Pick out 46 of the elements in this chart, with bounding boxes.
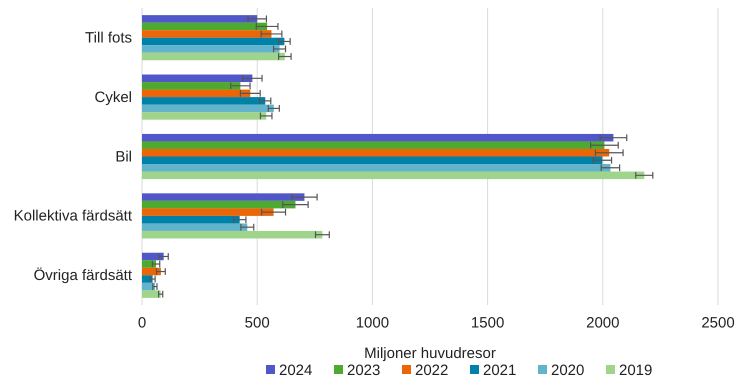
y-tick-label: Kollektiva färdsätt: [14, 208, 133, 225]
bar: [142, 230, 322, 238]
bar: [142, 82, 240, 90]
x-tick-label: 1500: [470, 314, 504, 332]
y-tick-label: Övriga färdsätt: [34, 267, 133, 284]
bar: [142, 193, 304, 201]
x-axis-title: Miljoner huvudresor: [364, 345, 496, 362]
legend-label: 2023: [347, 362, 380, 379]
bar: [142, 216, 240, 224]
bar: [142, 223, 248, 231]
bar: [142, 112, 266, 120]
bar: [142, 148, 610, 156]
bar: [142, 30, 272, 38]
x-tick-label: 500: [244, 314, 270, 332]
bar: [142, 38, 284, 46]
legend-label: 2021: [483, 362, 516, 379]
legend-label: 2020: [551, 362, 584, 379]
bar: [142, 52, 285, 60]
bar: [142, 45, 280, 53]
bar: [142, 104, 274, 112]
bar: [142, 164, 610, 172]
bar: [142, 260, 156, 268]
bar: [142, 268, 161, 276]
bar: [142, 97, 266, 105]
bar: [142, 172, 644, 180]
legend-label: 2022: [415, 362, 448, 379]
x-tick-label: 2500: [701, 314, 735, 332]
x-tick-label: 2000: [586, 314, 620, 332]
bar: [142, 90, 250, 98]
x-tick-label: 0: [138, 314, 146, 332]
legend-label: 2019: [619, 362, 652, 379]
bar: [142, 134, 614, 142]
legend-label: 2024: [279, 362, 312, 379]
bar: [142, 200, 296, 208]
x-tick-label: 1000: [356, 314, 390, 332]
bar: [142, 208, 274, 216]
bar: [142, 290, 161, 298]
y-tick-label: Till fots: [85, 30, 132, 46]
bar: [142, 15, 258, 23]
bar: [142, 22, 268, 30]
y-tick-label: Bil: [115, 148, 132, 166]
bar: [142, 74, 252, 82]
bar: [142, 252, 164, 260]
bar: [142, 156, 602, 164]
bar: [142, 141, 604, 149]
y-tick-label: Cykel: [94, 88, 132, 106]
